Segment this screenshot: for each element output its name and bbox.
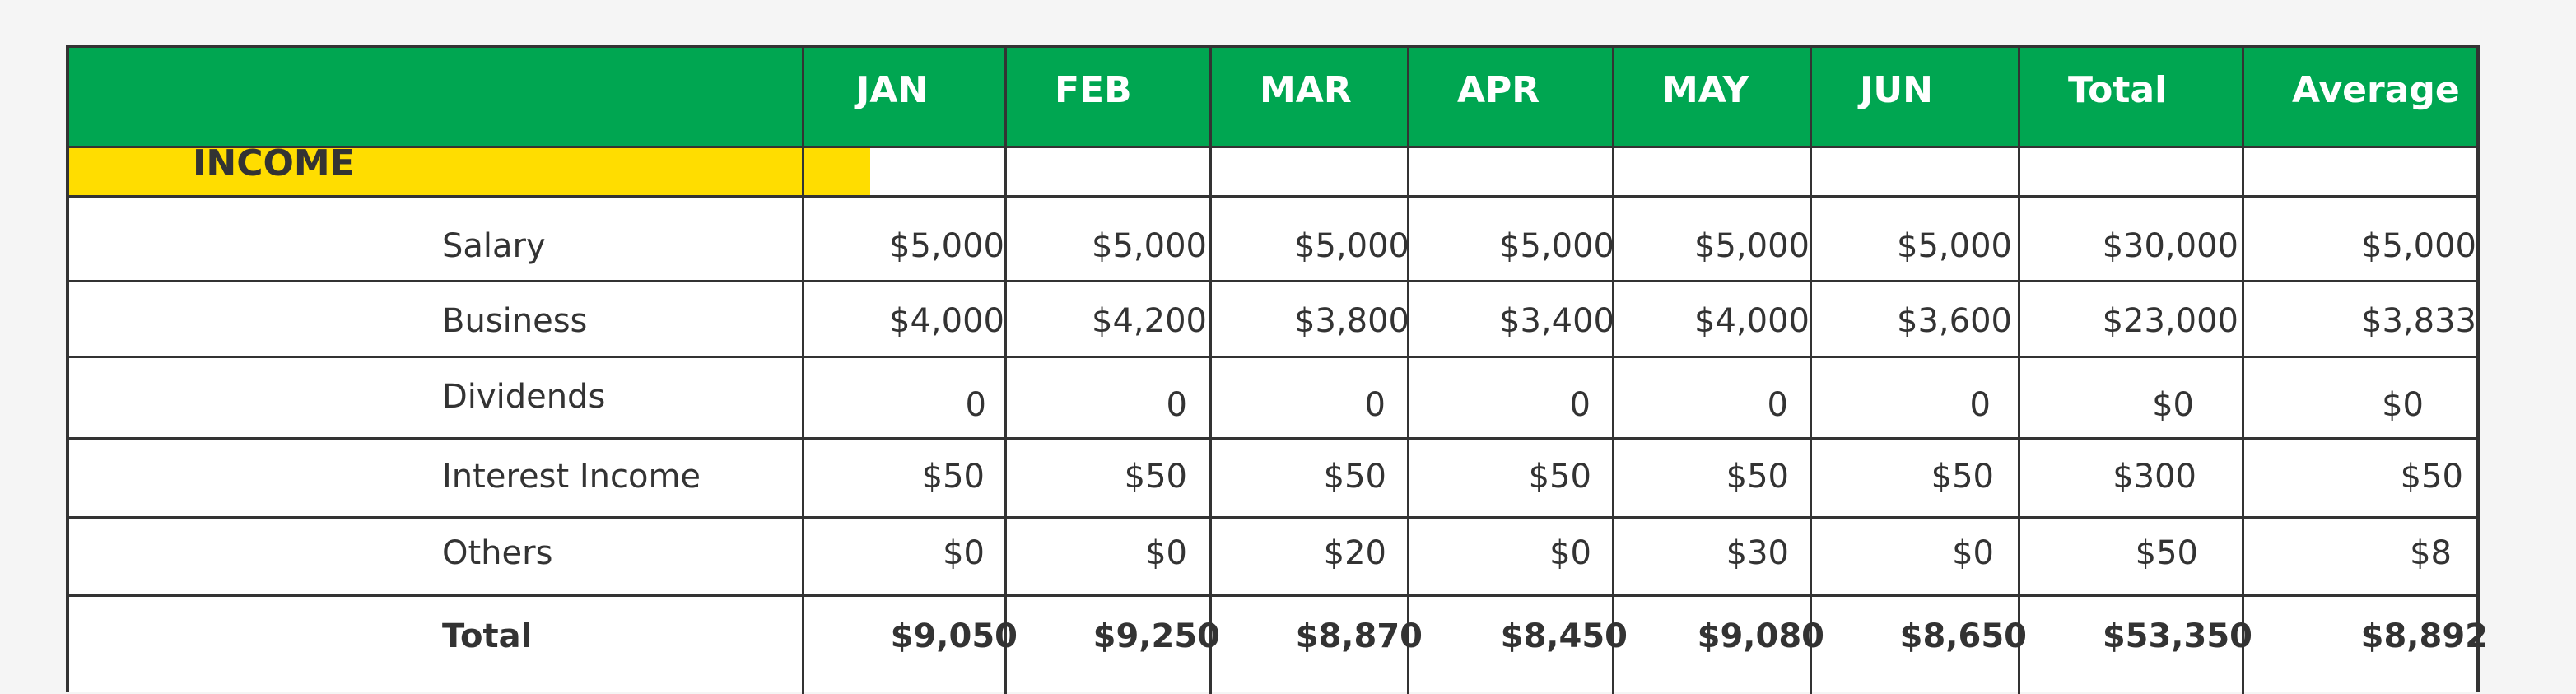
cell-interest-jan: $50	[921, 458, 985, 496]
cell-salary-total: $30,000	[2102, 227, 2238, 265]
cell-total-total: $53,350	[2102, 617, 2252, 655]
cell-others-feb: $0	[1145, 534, 1187, 572]
row-divider	[69, 594, 2476, 597]
cell-total-may: $9,080	[1697, 617, 1824, 655]
cell-total-feb: $9,250	[1092, 617, 1220, 655]
cell-others-jan: $0	[943, 534, 985, 572]
cell-total-jan: $9,050	[890, 617, 1018, 655]
column-header-jun: JUN	[1860, 69, 1933, 111]
cell-salary-mar: $5,000	[1294, 227, 1409, 265]
column-divider	[2242, 48, 2244, 694]
cell-total-average: $8,892	[2360, 617, 2488, 655]
row-label-others: Others	[442, 534, 553, 572]
row-divider	[69, 356, 2476, 358]
cell-interest-feb: $50	[1124, 458, 1187, 496]
cell-dividends-average: $0	[2382, 386, 2424, 424]
cell-business-feb: $4,200	[1092, 302, 1207, 340]
cell-salary-jan: $5,000	[889, 227, 1004, 265]
row-label-business: Business	[442, 302, 588, 340]
row-divider	[69, 280, 2476, 282]
income-section-highlight	[69, 146, 870, 195]
cell-interest-jun: $50	[1931, 458, 1994, 496]
cell-interest-apr: $50	[1528, 458, 1591, 496]
cell-interest-average: $50	[2400, 458, 2463, 496]
row-label-total: Total	[442, 617, 533, 655]
cell-business-mar: $3,800	[1294, 302, 1409, 340]
income-table: JAN FEB MAR APR MAY JUN Total Average IN…	[66, 45, 2488, 694]
cell-others-total: $50	[2135, 534, 2198, 572]
column-header-apr: APR	[1457, 69, 1540, 111]
cell-total-mar: $8,870	[1295, 617, 1423, 655]
row-label-dividends: Dividends	[442, 378, 606, 416]
column-header-may: MAY	[1662, 69, 1749, 111]
cell-dividends-mar: 0	[1364, 386, 1386, 424]
row-divider	[69, 516, 2476, 519]
column-header-mar: MAR	[1260, 69, 1352, 111]
column-header-jan: JAN	[856, 69, 929, 111]
cell-salary-may: $5,000	[1694, 227, 1810, 265]
cell-dividends-feb: 0	[1166, 386, 1187, 424]
section-label-income: INCOME	[193, 142, 355, 184]
cell-salary-feb: $5,000	[1092, 227, 1207, 265]
cell-dividends-total: $0	[2152, 386, 2194, 424]
column-divider	[1407, 48, 1409, 694]
row-divider	[69, 437, 2476, 440]
cell-others-average: $8	[2410, 534, 2452, 572]
cell-business-apr: $3,400	[1499, 302, 1614, 340]
cell-others-apr: $0	[1549, 534, 1591, 572]
cell-dividends-may: 0	[1767, 386, 1788, 424]
column-divider	[2018, 48, 2020, 694]
row-divider	[69, 146, 2476, 148]
cell-interest-mar: $50	[1323, 458, 1386, 496]
cell-salary-apr: $5,000	[1499, 227, 1614, 265]
cell-business-total: $23,000	[2102, 302, 2238, 340]
row-divider	[69, 195, 2476, 198]
cell-dividends-apr: 0	[1569, 386, 1591, 424]
cell-interest-total: $300	[2113, 458, 2196, 496]
cell-total-jun: $8,650	[1899, 617, 2027, 655]
column-divider	[1612, 48, 1614, 694]
cell-others-jun: $0	[1952, 534, 1994, 572]
cell-dividends-jan: 0	[965, 386, 986, 424]
column-divider	[1004, 48, 1007, 694]
column-header-average: Average	[2292, 69, 2460, 111]
cell-business-may: $4,000	[1694, 302, 1810, 340]
cell-business-average: $3,833	[2361, 302, 2476, 340]
cell-dividends-jun: 0	[1969, 386, 1991, 424]
cell-salary-jun: $5,000	[1897, 227, 2012, 265]
column-header-total: Total	[2068, 69, 2168, 111]
row-label-interest-income: Interest Income	[442, 458, 701, 496]
column-divider	[802, 48, 804, 694]
column-divider	[1810, 48, 1812, 694]
cell-total-apr: $8,450	[1500, 617, 1628, 655]
cell-salary-average: $5,000	[2361, 227, 2476, 265]
cell-others-may: $30	[1726, 534, 1789, 572]
header-row	[69, 48, 2476, 146]
cell-others-mar: $20	[1323, 534, 1386, 572]
cell-business-jan: $4,000	[889, 302, 1004, 340]
cell-interest-may: $50	[1726, 458, 1789, 496]
row-label-salary: Salary	[442, 227, 546, 265]
column-divider	[1209, 48, 1212, 694]
column-header-feb: FEB	[1055, 69, 1132, 111]
cell-business-jun: $3,600	[1897, 302, 2012, 340]
